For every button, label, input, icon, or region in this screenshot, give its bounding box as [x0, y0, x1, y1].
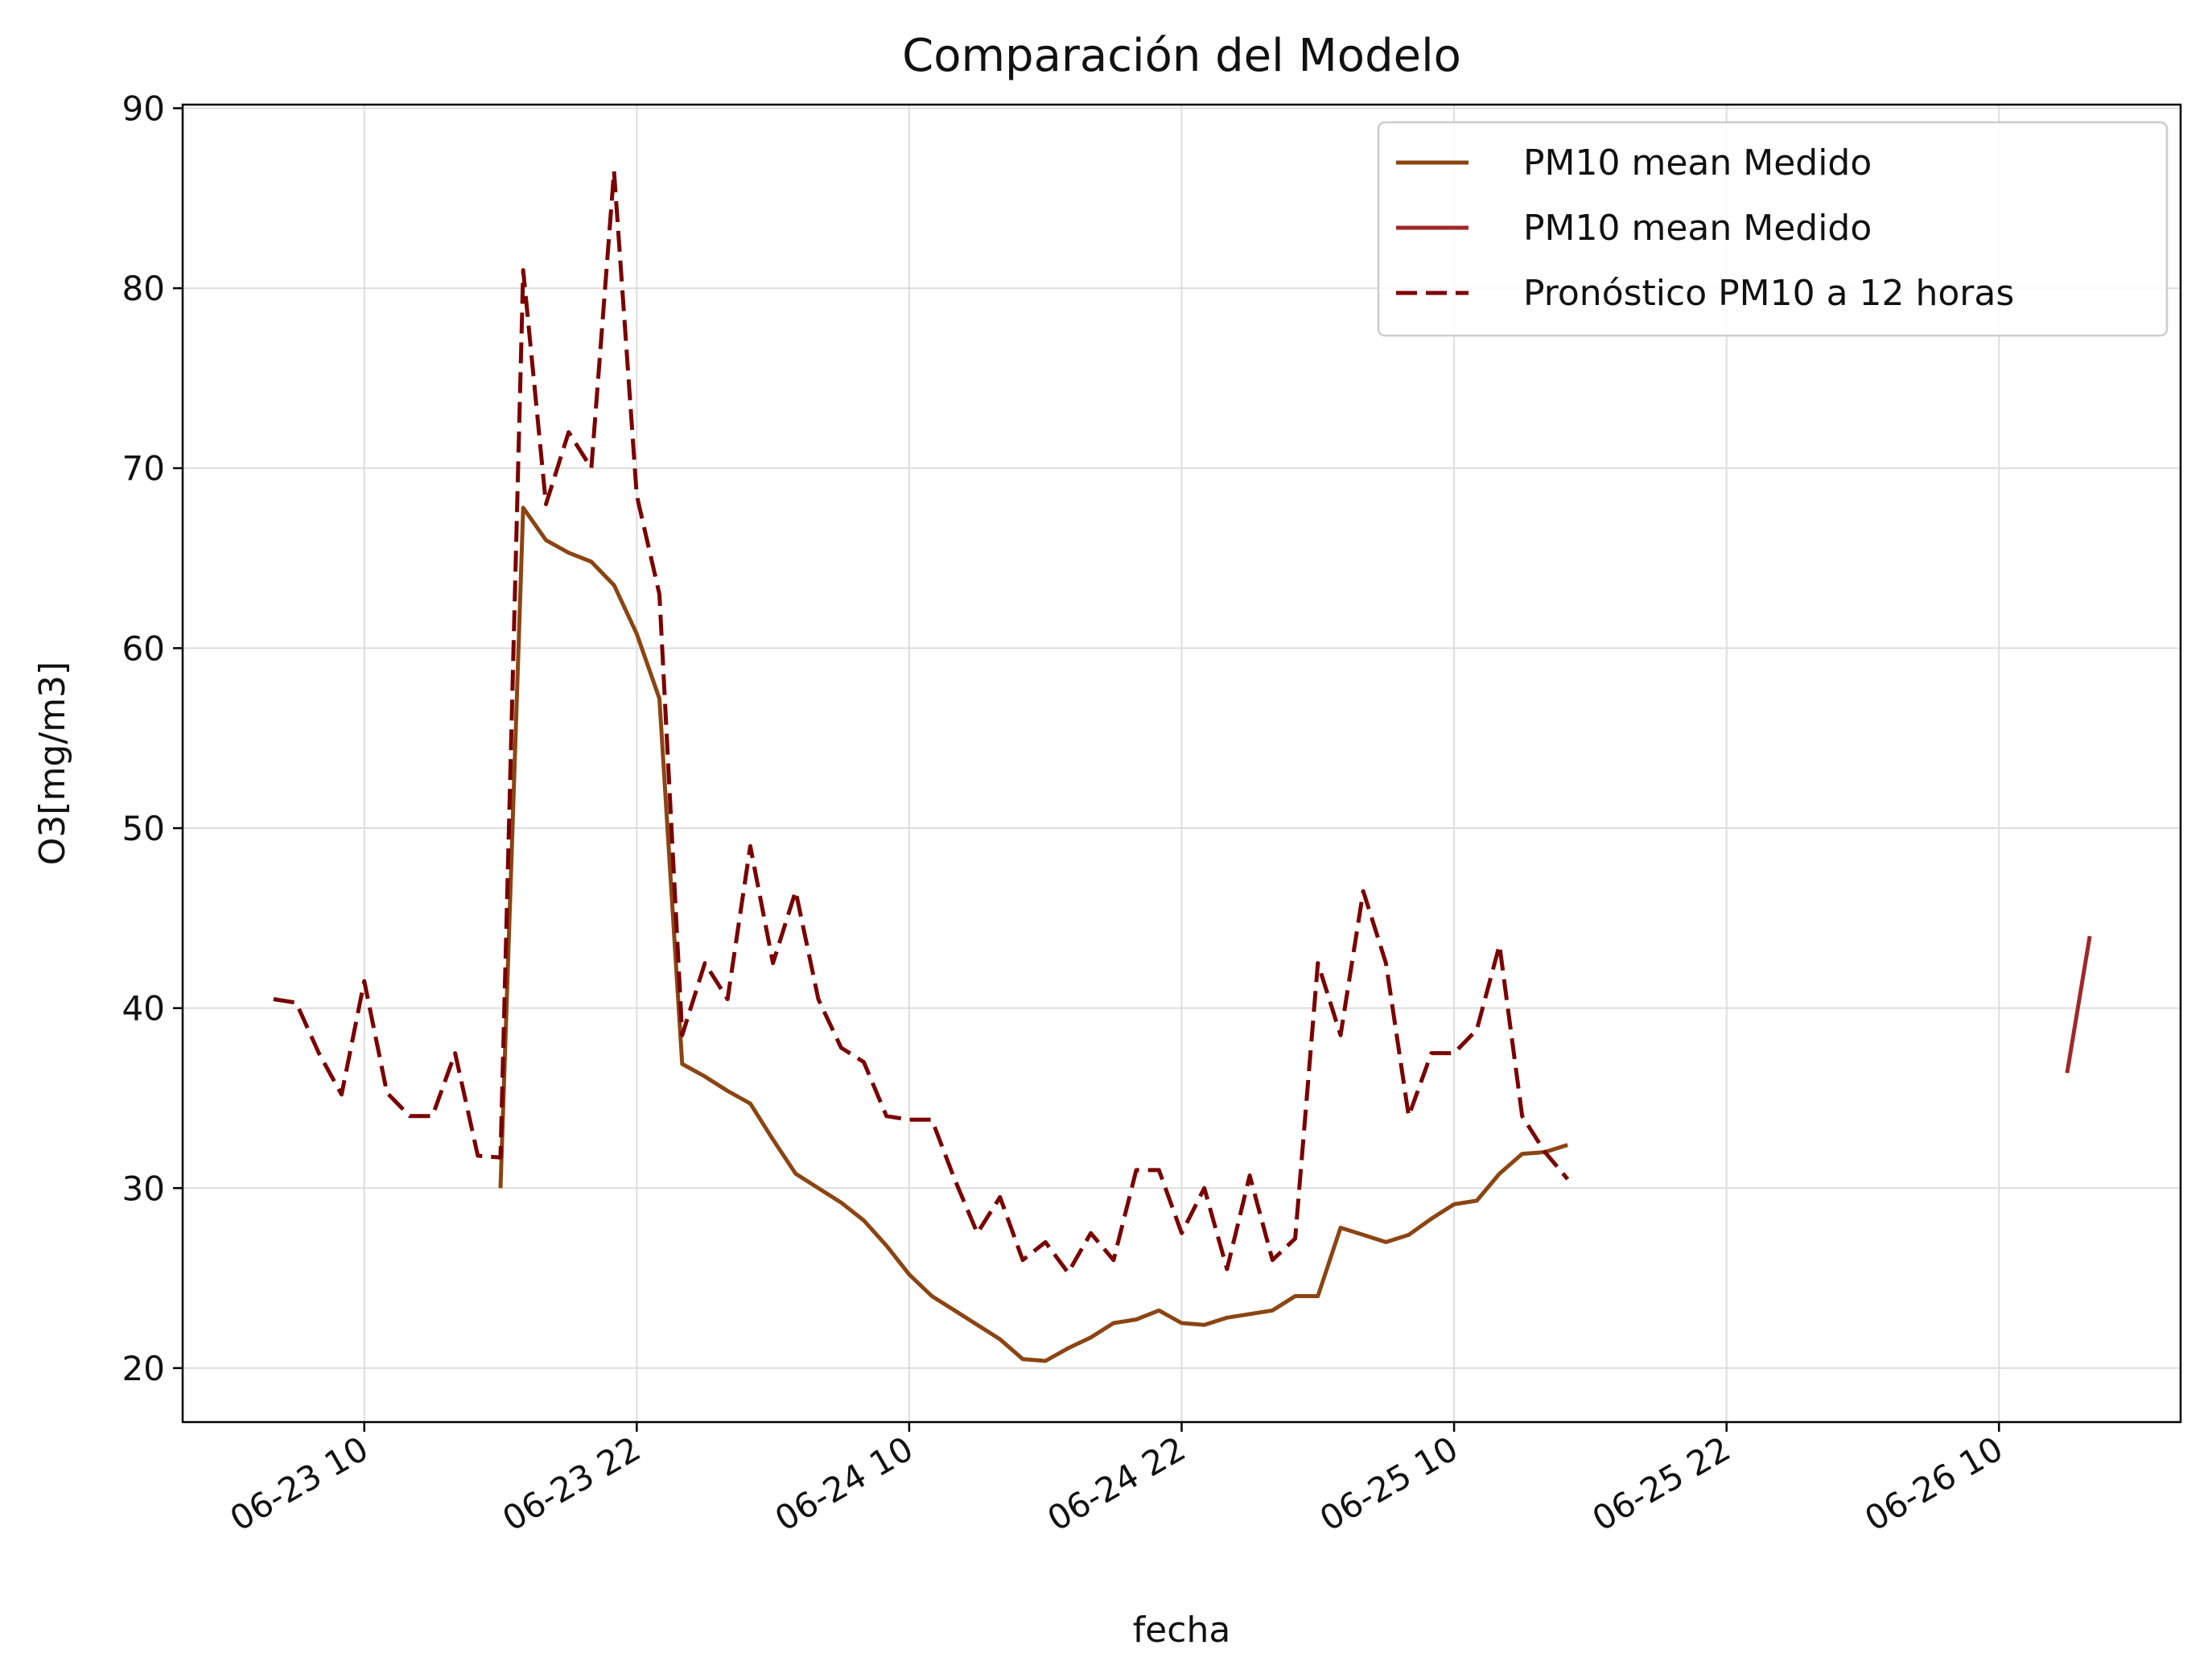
chart-title: Comparación del Modelo [902, 30, 1461, 82]
series-line-1 [498, 505, 1568, 1363]
y-tick-label: 50 [122, 809, 165, 848]
legend-box [1377, 121, 2169, 337]
y-axis-label: O3[mg/m3] [32, 662, 73, 865]
x-axis-ticks: 06-23 10 06-23 22 06-24 10 06-24 22 06-25 10… [224, 1422, 2009, 1539]
series-layer [273, 169, 2092, 1363]
x-tick-label: 06-25 10 [1313, 1429, 1464, 1539]
y-axis-ticks: 20 30 40 50 60 70 80 90 [122, 89, 183, 1388]
y-tick-label: 90 [122, 89, 165, 128]
x-tick-label: 06-26 10 [1858, 1429, 2009, 1539]
x-tick-label: 06-23 22 [496, 1429, 647, 1539]
legend-label-3: Pronóstico PM10 a 12 horas [1523, 273, 2014, 314]
series-line-2 [2065, 935, 2092, 1074]
x-axis-label: fecha [1133, 1610, 1231, 1651]
y-tick-label: 70 [122, 449, 165, 489]
y-tick-label: 30 [122, 1169, 165, 1208]
x-tick-label: 06-24 22 [1040, 1429, 1192, 1539]
y-tick-label: 40 [122, 989, 165, 1029]
x-tick-label: 06-23 10 [224, 1429, 375, 1539]
y-tick-label: 20 [122, 1349, 165, 1388]
x-tick-label: 06-24 10 [768, 1429, 920, 1539]
y-tick-label: 60 [122, 629, 165, 668]
legend: PM10 mean Medido PM10 mean Medido Pronósti… [1377, 121, 2169, 337]
y-tick-label: 80 [122, 269, 165, 308]
series-line-3 [273, 169, 1570, 1275]
legend-label-1: PM10 mean Medido [1523, 142, 1872, 183]
x-tick-label: 06-25 22 [1586, 1429, 1737, 1539]
legend-label-2: PM10 mean Medido [1523, 208, 1872, 249]
